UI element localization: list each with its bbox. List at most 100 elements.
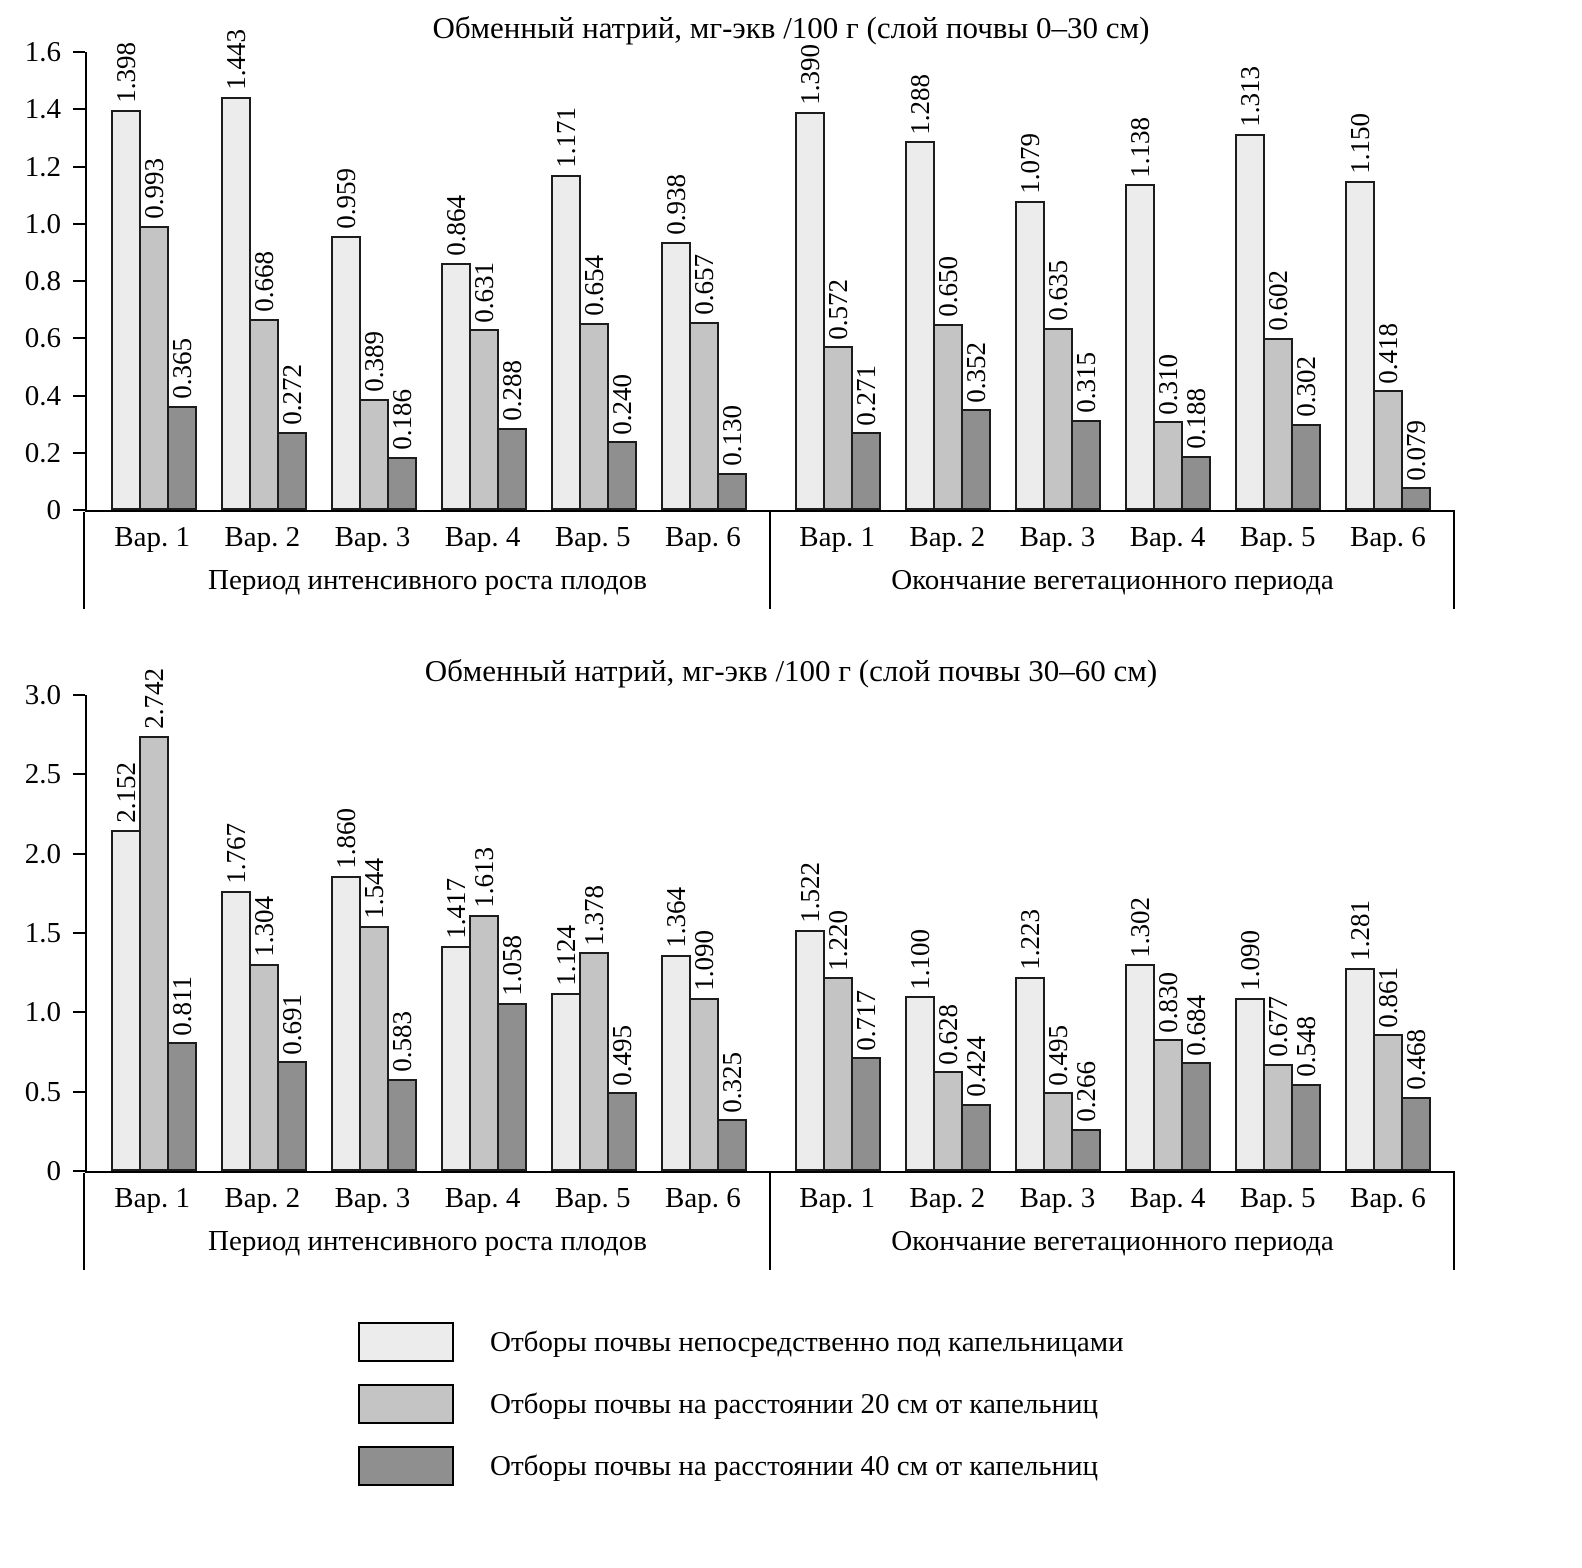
period-labels-row: Период интенсивного роста плодов Окончани… xyxy=(85,554,1455,609)
bar xyxy=(1153,421,1183,510)
bar-cell: 1.171 xyxy=(551,52,581,510)
bar-cell: 1.223 xyxy=(1015,695,1045,1171)
bar-cell: 1.767 xyxy=(221,695,251,1171)
y-tick-label: 2.0 xyxy=(24,837,61,870)
bar-cell: 0.631 xyxy=(469,52,499,510)
bar-value-label: 0.654 xyxy=(578,255,609,316)
bar xyxy=(579,952,609,1171)
bar-value-label: 0.288 xyxy=(496,359,527,421)
bar-value-label: 0.495 xyxy=(1042,1024,1073,1086)
x-axis-label-area: Вар. 1 Вар. 2 Вар. 3 Вар. 4 Вар. 5 Вар. 6 Вар.… xyxy=(83,1173,1455,1270)
plot: 1.398 0.993 0.365 1.443 0.668 0.272 0.959 0.389… xyxy=(25,29,1455,526)
bar xyxy=(607,1092,637,1171)
bar-cell: 0.365 xyxy=(167,52,197,510)
bar-cell: 0.938 xyxy=(661,52,691,510)
category-label: Вар. 6 xyxy=(664,521,741,553)
bar xyxy=(139,735,169,1171)
bar xyxy=(387,1078,417,1171)
category-label: Вар. 1 xyxy=(114,1182,190,1214)
bar-value-label: 1.100 xyxy=(904,928,935,990)
legend-item-20cm: Отборы почвы на расстоянии 20 см от капе… xyxy=(358,1384,1582,1424)
bar xyxy=(717,472,747,510)
bar-cell: 0.186 xyxy=(387,52,417,510)
category-label: Вар. 4 xyxy=(1129,1182,1206,1214)
bar-value-label: 0.365 xyxy=(166,337,197,399)
bar-value-label: 0.583 xyxy=(386,1010,417,1072)
bar-value-label: 1.124 xyxy=(550,924,581,986)
bar xyxy=(551,174,581,510)
divider-line-right xyxy=(1453,512,1455,609)
category-label: Вар. 1 xyxy=(799,521,875,553)
bar xyxy=(167,405,197,510)
bar-value-label: 2.742 xyxy=(138,668,169,729)
bar-group: 1.522 1.220 0.717 xyxy=(795,695,881,1171)
legend-swatch-dark xyxy=(358,1446,454,1486)
y-tick-mark xyxy=(73,932,85,934)
bar-cell: 0.583 xyxy=(387,695,417,1171)
bar-value-label: 2.152 xyxy=(110,761,141,823)
bar xyxy=(1345,967,1375,1171)
bar-cell: 1.100 xyxy=(905,695,935,1171)
bar-value-label: 1.390 xyxy=(794,44,825,106)
bar-value-label: 0.631 xyxy=(468,261,499,323)
bar-cell: 0.495 xyxy=(1043,695,1073,1171)
bar-value-label: 0.635 xyxy=(1042,260,1073,322)
y-tick-label: 1.6 xyxy=(24,36,61,68)
bar xyxy=(661,954,691,1171)
bar-group: 1.767 1.304 0.691 xyxy=(221,695,307,1171)
category-label: Вар. 3 xyxy=(334,521,411,553)
bar-group: 1.171 0.654 0.240 xyxy=(551,52,637,510)
category-labels-half: Вар. 1 Вар. 2 Вар. 3 Вар. 4 Вар. 5 Вар. 6 xyxy=(85,521,770,554)
bar-value-label: 1.058 xyxy=(496,935,527,997)
bar-cell: 0.811 xyxy=(167,695,197,1171)
bar xyxy=(1345,180,1375,510)
bar-cell: 1.544 xyxy=(359,695,389,1171)
bar xyxy=(579,322,609,510)
bar xyxy=(167,1042,197,1171)
category-labels-row: Вар. 1 Вар. 2 Вар. 3 Вар. 4 Вар. 5 Вар. 6 Вар.… xyxy=(85,1173,1455,1215)
bar xyxy=(1291,423,1321,510)
bar-value-label: 1.223 xyxy=(1014,909,1045,970)
legend-swatch-medium xyxy=(358,1384,454,1424)
bar-group: 1.138 0.310 0.188 xyxy=(1125,52,1211,510)
y-tick-label: 1.2 xyxy=(24,150,61,183)
category-label: Вар. 2 xyxy=(224,521,301,553)
legend: Отборы почвы непосредственно под капельн… xyxy=(358,1322,1582,1486)
bar-value-label: 1.544 xyxy=(358,858,389,920)
bar-cell: 1.313 xyxy=(1235,52,1265,510)
bar-value-label: 1.364 xyxy=(660,886,691,948)
bar-value-label: 0.650 xyxy=(932,256,963,317)
bar xyxy=(249,964,279,1171)
bar-value-label: 1.281 xyxy=(1344,900,1375,961)
bar-value-label: 0.811 xyxy=(166,975,197,1036)
category-label: Вар. 4 xyxy=(444,521,521,553)
bar-value-label: 0.271 xyxy=(850,364,881,426)
bar-value-label: 1.302 xyxy=(1124,896,1155,958)
bar-cell: 1.288 xyxy=(905,52,935,510)
bar xyxy=(359,398,389,510)
bar xyxy=(823,977,853,1171)
bar-cell: 0.861 xyxy=(1373,695,1403,1171)
legend-item-40cm: Отборы почвы на расстоянии 40 см от капе… xyxy=(358,1446,1582,1486)
divider-line-right xyxy=(1453,1173,1455,1270)
category-label: Вар. 3 xyxy=(1019,1182,1096,1214)
bar-cell: 1.150 xyxy=(1345,52,1375,510)
bar-value-label: 1.138 xyxy=(1124,116,1155,178)
bar-value-label: 0.657 xyxy=(688,254,719,315)
legend-label: Отборы почвы на расстоянии 40 см от капе… xyxy=(490,1449,1099,1482)
bar-value-label: 0.130 xyxy=(716,405,747,466)
bar xyxy=(933,323,963,510)
bar xyxy=(961,409,991,510)
bar-value-label: 0.079 xyxy=(1400,419,1431,481)
bar-cell: 1.378 xyxy=(579,695,609,1171)
bar-cell: 0.691 xyxy=(277,695,307,1171)
y-tick-label: 1.5 xyxy=(24,917,61,949)
bar-cell: 0.325 xyxy=(717,695,747,1171)
bar-cell: 0.668 xyxy=(249,52,279,510)
bar xyxy=(1181,1062,1211,1171)
y-tick-label: 1.0 xyxy=(24,207,61,240)
bar-group: 1.860 1.544 0.583 xyxy=(331,695,417,1171)
bar xyxy=(1015,201,1045,510)
bar-cell: 0.424 xyxy=(961,695,991,1171)
bar-cell: 1.417 xyxy=(441,695,471,1171)
